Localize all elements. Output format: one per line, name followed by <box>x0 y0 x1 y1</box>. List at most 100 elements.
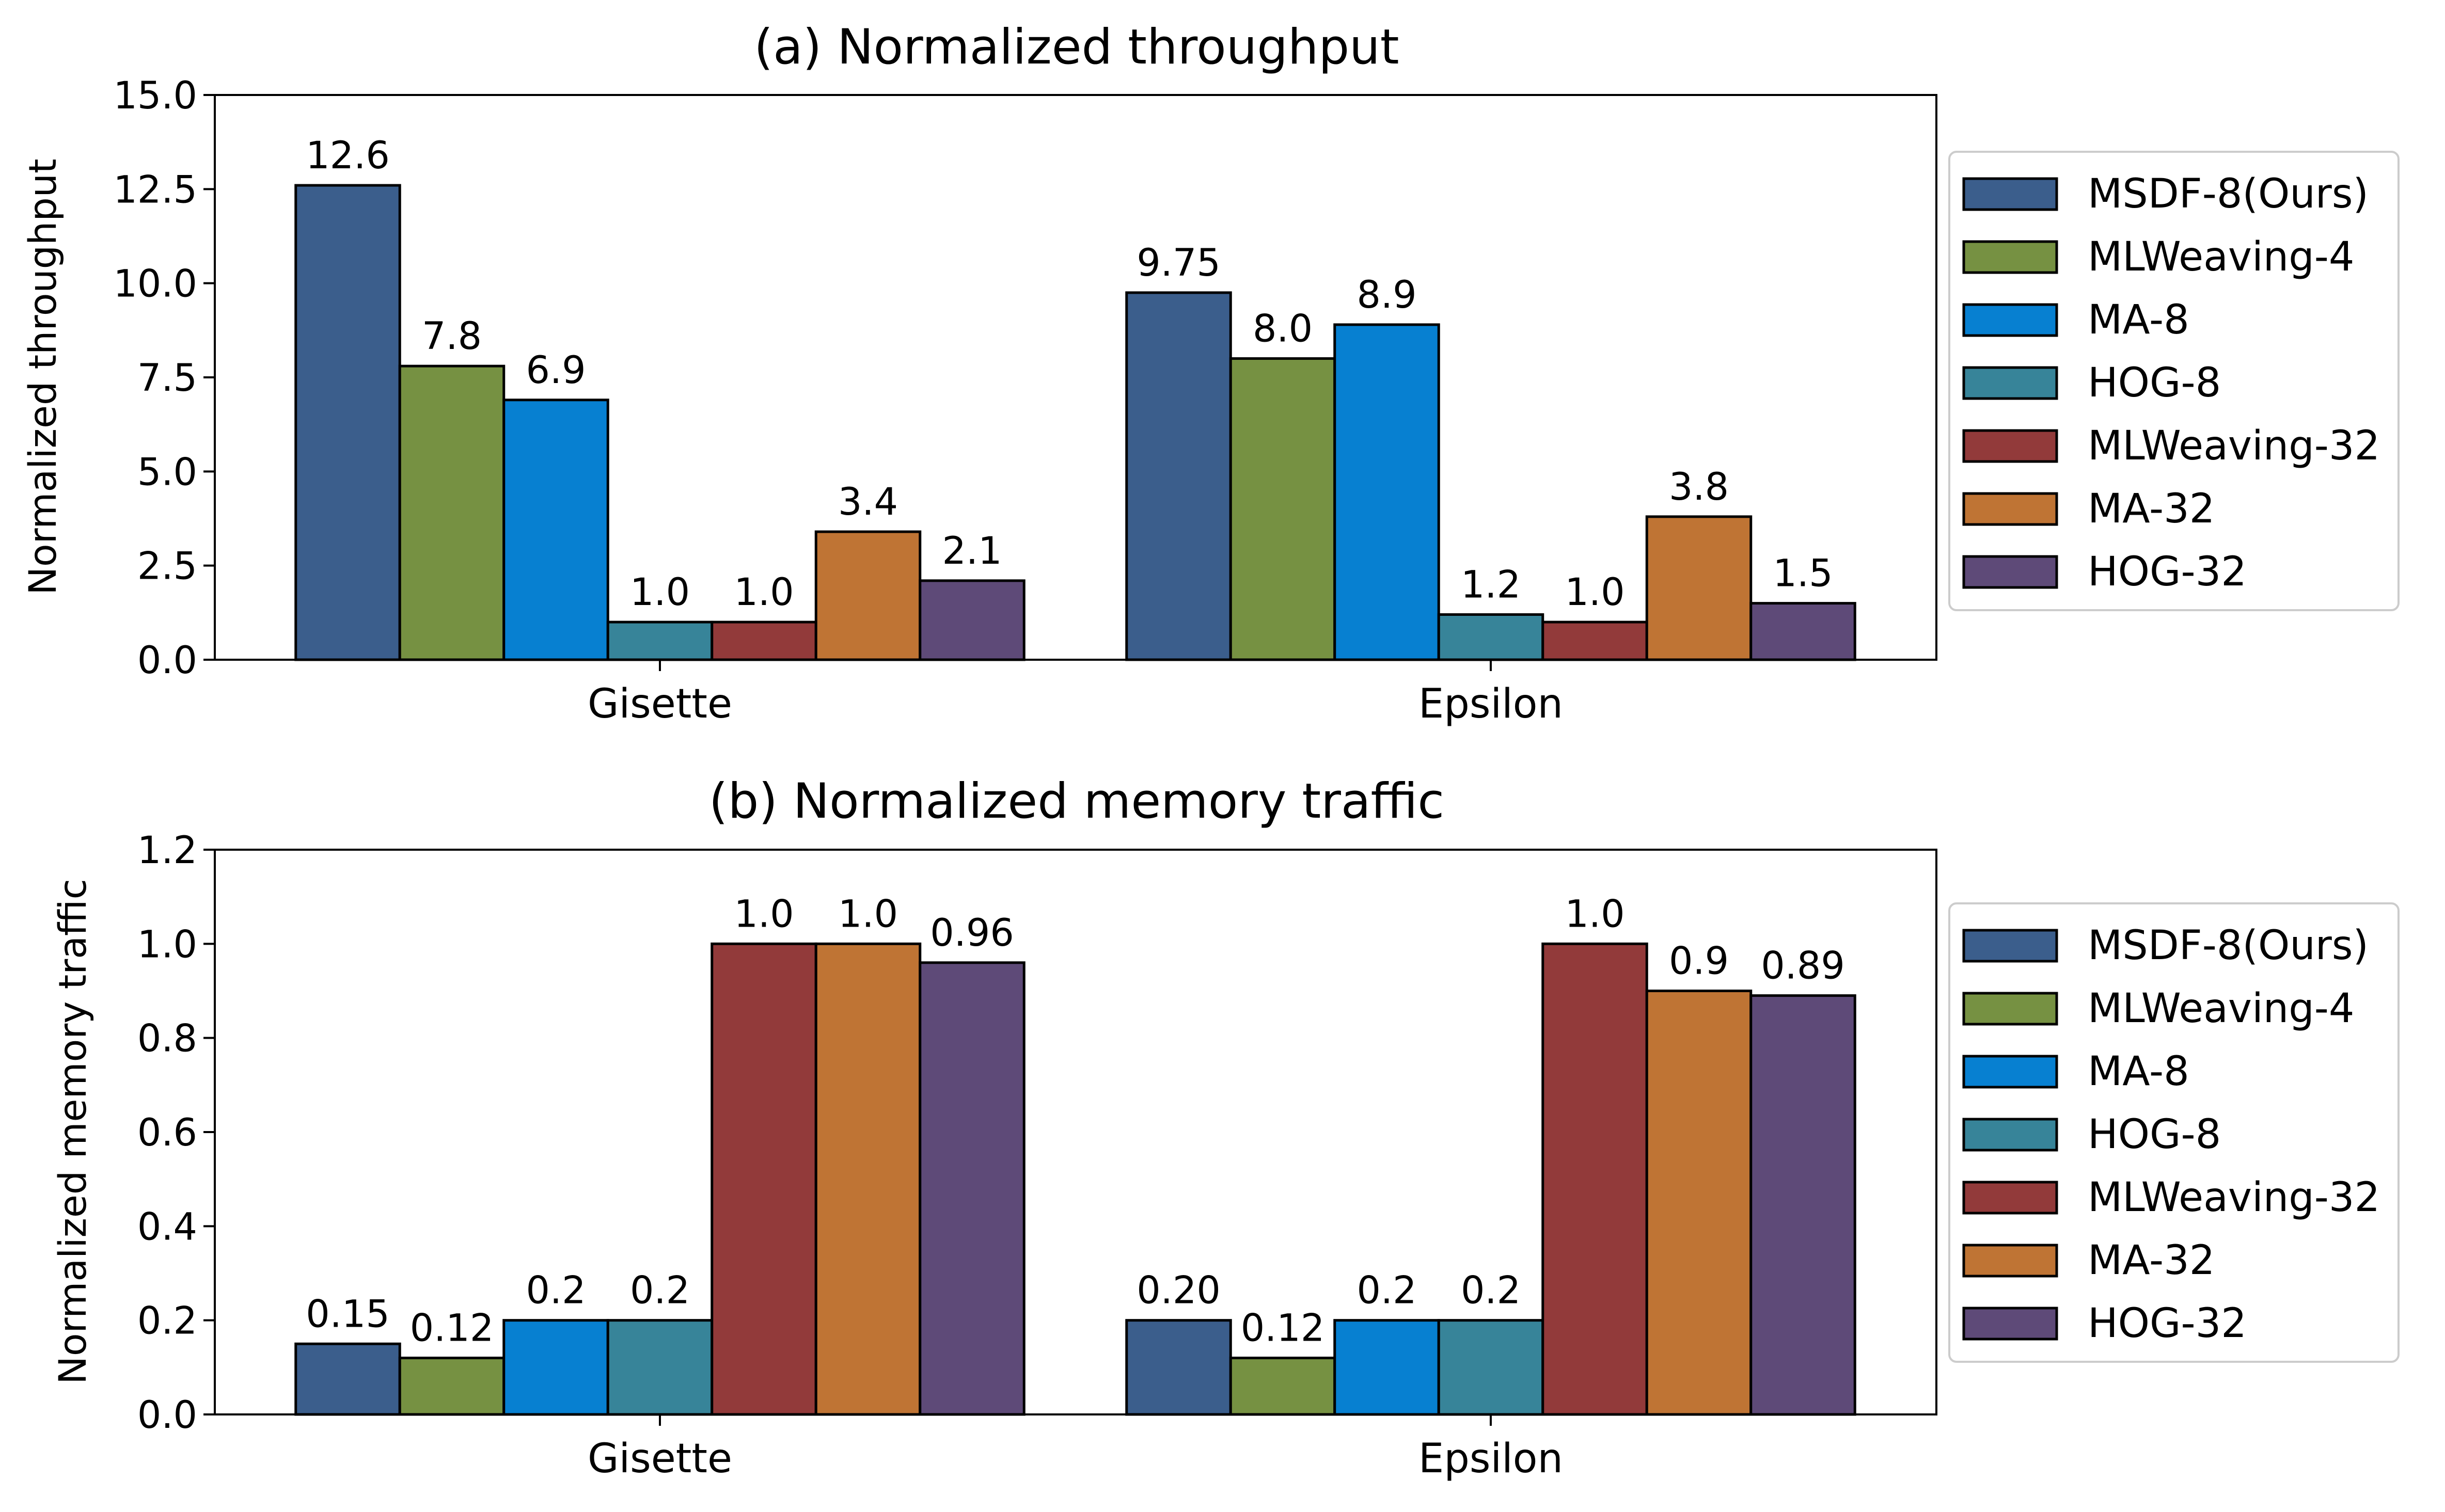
legend-box <box>1948 151 2400 611</box>
bar <box>919 961 1026 1416</box>
y-tick-label: 0.0 <box>137 1393 197 1437</box>
bar <box>294 1342 401 1416</box>
x-tick-label: Gisette <box>588 1436 732 1482</box>
data-label: 1.5 <box>1773 552 1833 596</box>
bars-b <box>294 942 1856 1416</box>
legend-swatch <box>1962 177 2058 211</box>
bar <box>398 1357 506 1416</box>
y-tick-label: 2.5 <box>137 545 197 588</box>
legend-swatch <box>1962 1307 2058 1341</box>
y-tick-label: 1.0 <box>137 922 197 966</box>
data-label: 6.9 <box>526 348 586 392</box>
bar <box>606 1319 714 1416</box>
bar <box>711 620 817 661</box>
legend-swatch <box>1962 429 2058 463</box>
legend-label: MSDF-8(Ours) <box>2088 922 2369 969</box>
bar <box>1229 357 1336 661</box>
chart-title-b: (b) Normalized memory traffic <box>709 773 1444 830</box>
y-axis-label-b: Normalized memory traffic <box>51 879 95 1384</box>
x-tick-label: Epsilon <box>1418 681 1563 727</box>
data-label: 12.6 <box>306 134 390 178</box>
data-label: 0.2 <box>526 1269 586 1313</box>
bar <box>1125 291 1232 661</box>
legend-swatch <box>1962 1055 2058 1089</box>
legend-a: MSDF-8(Ours) MLWeaving-4 MA-8 HOG-8 MLWeavin… <box>1948 151 2400 611</box>
legend-swatch <box>1962 555 2058 589</box>
data-label: 9.75 <box>1137 241 1221 285</box>
bar <box>1749 602 1856 661</box>
y-tick-label: 5.0 <box>137 450 197 494</box>
data-label: 7.8 <box>422 314 482 358</box>
legend-swatch <box>1962 992 2058 1026</box>
data-label: 1.2 <box>1461 563 1521 607</box>
data-labels-b: 0.15 0.12 0.2 0.2 1.0 1.0 0.96 0.20 0.12 0.2 0.2 1.… <box>306 892 1845 1350</box>
bar <box>1645 990 1753 1416</box>
bar <box>1333 323 1440 661</box>
data-label: 1.0 <box>734 892 794 936</box>
y-tick-label: 1.2 <box>137 829 197 872</box>
panel-memory-traffic: (b) Normalized memory traffic Normalized… <box>51 773 2400 1482</box>
legend-swatch <box>1962 303 2058 337</box>
y-tick-label: 7.5 <box>137 356 197 400</box>
legend-label: HOG-32 <box>2088 549 2247 595</box>
bar <box>814 530 922 661</box>
legend-swatch <box>1962 366 2058 400</box>
y-ticks-b: 0.0 0.2 0.4 0.6 0.8 1.0 1.2 <box>137 829 215 1437</box>
y-tick-label: 12.5 <box>113 168 197 212</box>
legend-label: MA-32 <box>2088 486 2215 532</box>
x-ticks-b: Gisette Epsilon <box>588 1414 1563 1482</box>
y-ticks-a: 0.0 2.5 5.0 7.5 10.0 12.5 15.0 <box>113 74 215 682</box>
legend-swatch <box>1962 1181 2058 1215</box>
plot-frame-a <box>214 94 1937 661</box>
legend-label: HOG-32 <box>2088 1300 2247 1347</box>
bar <box>1125 1319 1232 1416</box>
data-label: 1.0 <box>1565 570 1624 614</box>
legend-b: MSDF-8(Ours) MLWeaving-4 MA-8 HOG-8 MLWeavin… <box>1948 902 2400 1363</box>
x-ticks-a: Gisette Epsilon <box>588 660 1563 727</box>
panel-throughput: (a) Normalized throughput Normalized thr… <box>21 19 2400 727</box>
data-label: 1.0 <box>838 892 898 936</box>
data-label: 1.0 <box>1565 892 1624 936</box>
legend-box <box>1948 902 2400 1363</box>
y-tick-label: 0.6 <box>137 1111 197 1155</box>
legend-label: HOG-8 <box>2088 360 2221 406</box>
data-label: 3.8 <box>1669 465 1729 509</box>
bar <box>711 942 817 1416</box>
data-label: 0.9 <box>1669 940 1729 983</box>
x-tick-label: Epsilon <box>1418 1436 1563 1482</box>
bar <box>1541 942 1648 1416</box>
data-label: 0.2 <box>630 1269 690 1313</box>
data-label: 0.12 <box>410 1307 494 1350</box>
bar <box>502 1319 609 1416</box>
bar <box>919 579 1026 661</box>
x-tick-label: Gisette <box>588 681 732 727</box>
legend-label: MA-32 <box>2088 1237 2215 1284</box>
bar <box>814 942 922 1416</box>
bar <box>1437 1319 1544 1416</box>
legend-label: MSDF-8(Ours) <box>2088 171 2369 217</box>
data-label: 3.4 <box>838 480 898 524</box>
y-axis-label-a: Normalized throughput <box>21 158 65 595</box>
data-label: 8.0 <box>1253 307 1313 351</box>
data-label: 0.89 <box>1761 944 1845 988</box>
legend-label: MLWeaving-32 <box>2088 423 2380 469</box>
legend-swatch <box>1962 1244 2058 1278</box>
data-label: 0.2 <box>1461 1269 1521 1313</box>
bar <box>1541 620 1648 661</box>
y-tick-label: 0.4 <box>137 1205 197 1249</box>
legend-label: MLWeaving-32 <box>2088 1174 2380 1221</box>
data-label: 0.96 <box>930 911 1014 955</box>
bar <box>1749 994 1856 1416</box>
data-label: 0.12 <box>1241 1307 1325 1350</box>
legend-label: HOG-8 <box>2088 1111 2221 1158</box>
bar <box>502 399 609 661</box>
legend-swatch <box>1962 240 2058 274</box>
data-labels-a: 12.6 7.8 6.9 1.0 1.0 3.4 2.1 9.75 8.0 8.9 1.2 1.0 3.… <box>306 134 1833 614</box>
legend-label: MA-8 <box>2088 297 2189 343</box>
legend-label: MLWeaving-4 <box>2088 234 2354 280</box>
data-label: 0.2 <box>1356 1269 1416 1313</box>
bar <box>606 620 714 661</box>
data-label: 1.0 <box>630 570 690 614</box>
plot-frame-b <box>214 849 1937 1415</box>
